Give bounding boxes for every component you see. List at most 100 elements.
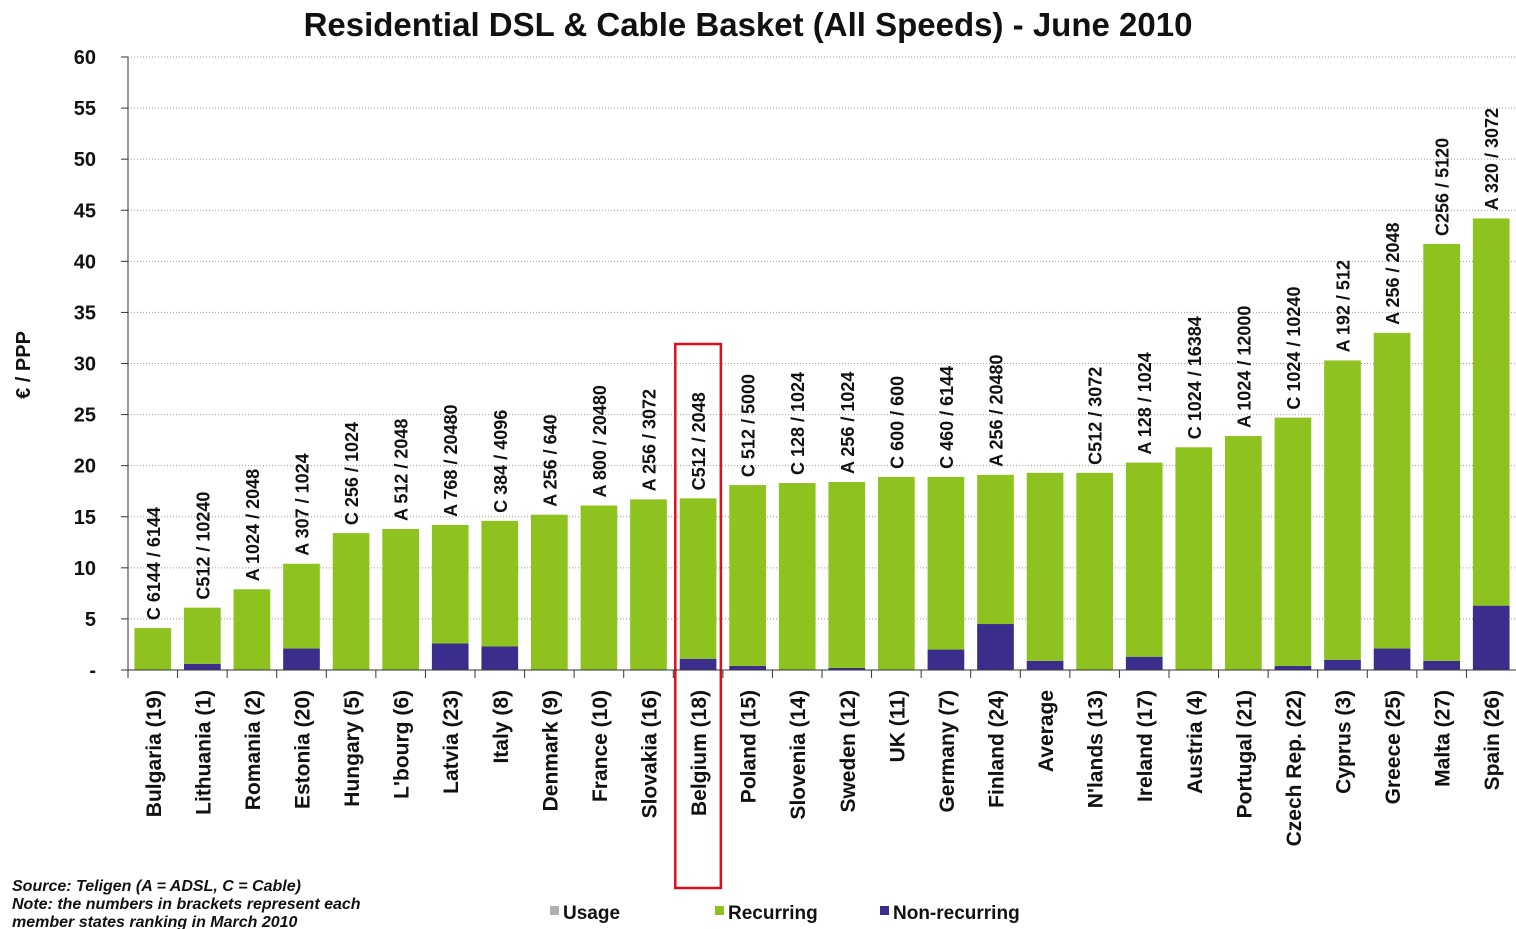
bar-segment — [1026, 472, 1064, 661]
x-tick-label: Sweden (12) — [837, 690, 860, 813]
y-tick-label: 50 — [74, 149, 96, 171]
bar-segment — [1125, 656, 1163, 670]
bar-label: A 256 / 640 — [540, 414, 560, 506]
x-tick-label: Poland (15) — [738, 690, 761, 803]
bar-segment — [531, 514, 568, 670]
bar-segment — [580, 505, 618, 670]
bar-segment — [630, 499, 667, 670]
bar-label: A 512 / 2048 — [392, 419, 412, 521]
bar-segment — [778, 483, 816, 670]
bar-segment — [1324, 659, 1361, 670]
bar-label: C 256 / 1024 — [342, 422, 362, 525]
bar-segment — [729, 665, 766, 670]
x-tick-label: Ireland (17) — [1134, 690, 1157, 802]
bar-segment — [431, 524, 469, 644]
y-tick-label: 45 — [74, 200, 96, 222]
x-tick-label: Estonia (20) — [292, 690, 315, 809]
bar-segment — [1373, 332, 1411, 649]
x-tick-label: France (10) — [589, 690, 612, 802]
y-tick-label: 20 — [74, 456, 96, 478]
bar-label: C512 / 2048 — [689, 392, 709, 490]
x-tick-label: Lithuania (1) — [192, 690, 215, 815]
bar-label: A 128 / 1024 — [1135, 352, 1155, 454]
bar-label: C512 / 10240 — [193, 492, 213, 600]
bar-label: A 307 / 1024 — [293, 453, 313, 555]
note: Source: Teligen (A = ADSL, C = Cable) — [12, 878, 301, 895]
x-tick-label: Austria (4) — [1184, 690, 1207, 794]
bar-segment — [481, 646, 519, 670]
legend-swatch — [715, 906, 724, 915]
x-tick-label: Slovenia (14) — [787, 690, 810, 820]
bar-segment — [1423, 660, 1460, 670]
bar-segment — [1472, 218, 1510, 606]
x-tick-label: N'lands (13) — [1085, 690, 1108, 808]
x-tick-label: Germany (7) — [936, 690, 959, 813]
bar-label: A 1024 / 12000 — [1234, 306, 1254, 428]
x-tick-label: Czech Rep. (22) — [1283, 690, 1306, 846]
bar-segment — [1423, 243, 1460, 661]
bar-label: A 192 / 512 — [1334, 260, 1354, 352]
bar-label: C 1024 / 16384 — [1185, 316, 1205, 439]
bar-segment — [1076, 472, 1113, 670]
x-tick-label: UK (11) — [886, 690, 909, 762]
x-tick-label: Portugal (21) — [1233, 690, 1256, 818]
bar-label: C 1024 / 10240 — [1284, 287, 1304, 410]
bar-segment — [1125, 462, 1163, 657]
bar-label: A 256 / 3072 — [640, 389, 660, 491]
x-tick-label: Malta (27) — [1432, 690, 1455, 787]
bar-label: A 256 / 20480 — [987, 354, 1007, 466]
bar-segment — [134, 628, 172, 670]
x-tick-label: Italy (8) — [490, 690, 513, 764]
bar-label: A 256 / 1024 — [838, 372, 858, 474]
bar-segment — [1274, 417, 1312, 666]
bar-label: A 1024 / 2048 — [243, 469, 263, 581]
bar-segment — [977, 624, 1014, 670]
y-tick-label: 55 — [74, 98, 96, 120]
legend-label: Recurring — [728, 903, 818, 924]
y-tick-label: 25 — [74, 405, 96, 427]
x-tick-label: Latvia (23) — [440, 690, 463, 794]
y-tick-label: 60 — [74, 47, 96, 69]
x-tick-label: Bulgaria (19) — [143, 690, 166, 817]
x-tick-label: Spain (26) — [1481, 690, 1504, 790]
y-tick-label: 30 — [74, 354, 96, 376]
bar-segment — [878, 476, 915, 670]
bar-segment — [927, 476, 965, 650]
bar-segment — [679, 658, 717, 670]
bar-segment — [927, 649, 965, 670]
legend-swatch — [550, 906, 559, 915]
bar-segment — [1472, 605, 1510, 670]
bar-label: C 384 / 4096 — [491, 410, 511, 513]
legend-swatch — [880, 906, 889, 915]
bar-segment — [1373, 648, 1411, 670]
bar-label: C 6144 / 6144 — [144, 507, 164, 620]
bar-label: C 128 / 1024 — [788, 372, 808, 475]
bar-segment — [332, 533, 370, 670]
bar-segment — [1175, 447, 1213, 670]
y-tick-label: 5 — [85, 609, 96, 631]
bar-segment — [431, 643, 469, 670]
x-tick-label: Denmark (9) — [539, 690, 562, 811]
bar-segment — [283, 563, 320, 649]
bar-label: A 768 / 20480 — [441, 405, 461, 517]
x-tick-label: Slovakia (16) — [639, 690, 662, 818]
bar-label: C256 / 5120 — [1433, 138, 1453, 236]
bar-label: C 600 / 600 — [887, 376, 907, 469]
bar-segment — [184, 607, 221, 664]
x-tick-label: L'bourg (6) — [391, 690, 414, 799]
y-tick-label: 15 — [74, 507, 96, 529]
note: Note: the numbers in brackets represent … — [12, 896, 361, 913]
y-tick-label: - — [89, 660, 96, 682]
bar-segment — [828, 667, 866, 670]
bar-segment — [184, 663, 221, 670]
x-tick-label: Greece (25) — [1382, 690, 1405, 804]
legend-label: Usage — [563, 903, 620, 924]
x-tick-label: Average — [1035, 690, 1058, 772]
x-tick-label: Romania (2) — [242, 690, 265, 810]
x-tick-label: Hungary (5) — [341, 690, 364, 807]
bar-segment — [233, 589, 271, 670]
bar-label: C 512 / 5000 — [739, 374, 759, 477]
bar-label: A 800 / 20480 — [590, 385, 610, 497]
bar-segment — [1225, 436, 1262, 670]
